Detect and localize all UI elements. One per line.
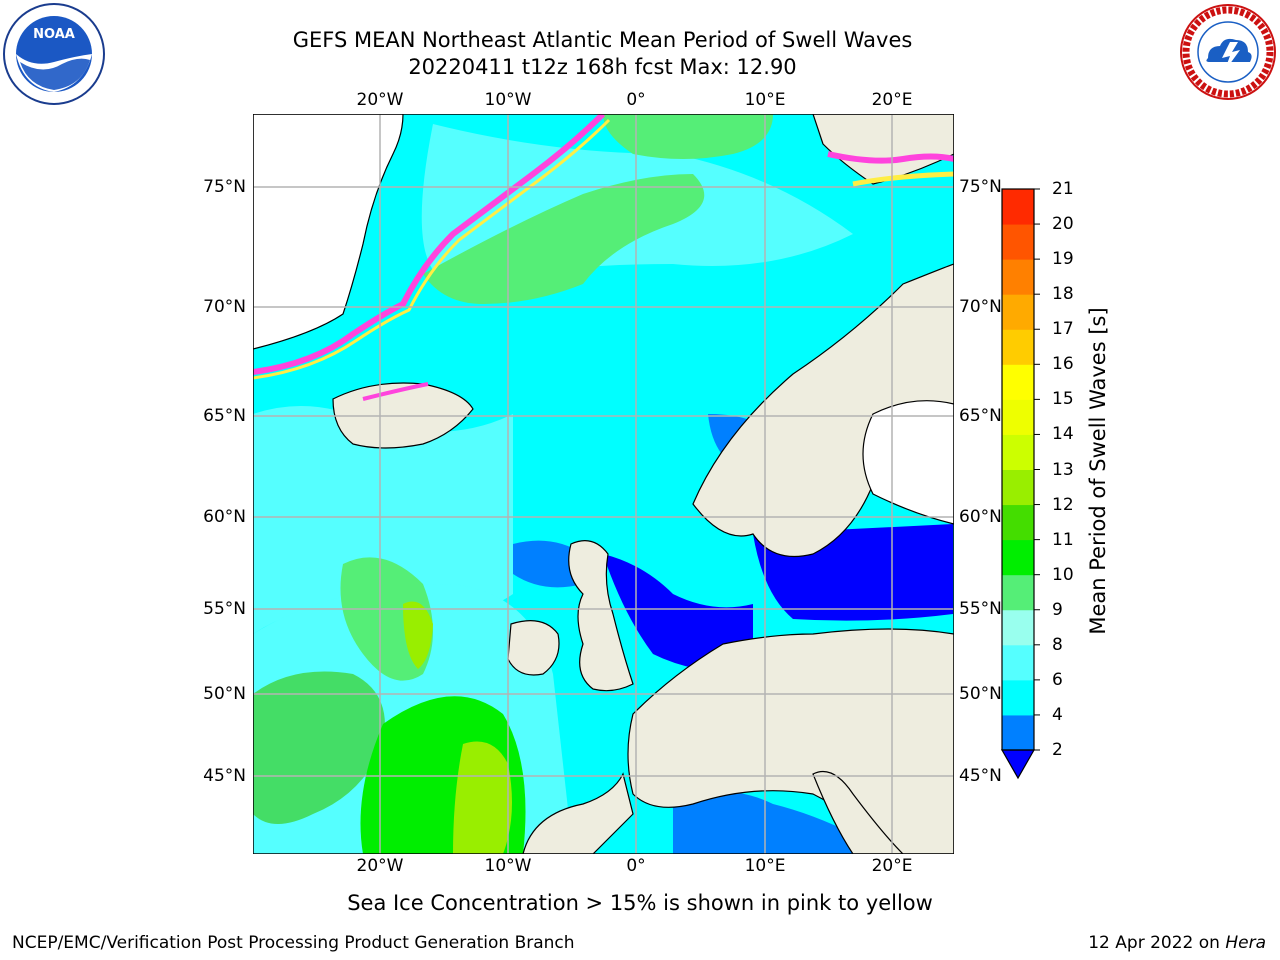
swell-band-11s-west [253,671,385,824]
lat-label-right-70n: 70°N [959,297,1002,317]
greenland-land [253,114,404,350]
colorbar-segment-3 [1002,609,1034,646]
colorbar-segment-10 [1002,364,1034,400]
colorbar-tick-label: 2 [1052,740,1063,760]
lon-label-bottom-10w: 10°W [484,856,532,876]
swell-band-4s-mediterranean [673,790,873,854]
title-line-2: 20220411 t12z 168h fcst Max: 12.90 [408,55,797,79]
colorbar-tick-label: 13 [1052,459,1074,480]
footer-branch: NCEP/EMC/Verification Post Processing Pr… [12,933,575,953]
swell-band-12s-patch [403,601,433,669]
colorbar-tick-label: 17 [1052,319,1074,340]
nws-logo-icon [1180,4,1276,100]
colorbar-tick-label: 8 [1052,634,1063,655]
colorbar-tick-label: 9 [1052,599,1063,620]
colorbar-extend-triangle [1000,749,1036,780]
colorbar-tick-label: 14 [1052,424,1074,445]
colorbar-segment-5 [1002,539,1034,576]
sea-ice-edge-pink [253,114,606,375]
colorbar-segment-11 [1002,329,1034,365]
colorbar-tick-label: 10 [1052,564,1074,585]
lat-label-left-75n: 75°N [203,177,246,197]
colorbar-segment-12 [1002,294,1034,330]
lon-label-top-10e: 10°E [744,90,786,110]
colorbar-tick-label: 12 [1052,494,1074,515]
lat-label-right-60n: 60°N [959,507,1002,527]
lon-label-bottom-10e: 10°E [744,856,786,876]
lat-label-left-50n: 50°N [203,684,246,704]
footer-host: Hera [1225,933,1266,953]
colorbar-segment-0 [1002,714,1034,751]
swell-band-2s-north-sea [603,554,753,674]
ireland-land [507,620,560,676]
colorbar-segment-4 [1002,574,1034,611]
noaa-logo-text: NOAA [33,27,75,42]
colorbar [1000,188,1040,780]
lat-label-right-50n: 50°N [959,684,1002,704]
lon-label-bottom-20e: 20°E [871,856,913,876]
footer-date: 12 Apr 2022 on [1088,933,1226,953]
lat-label-left-70n: 70°N [203,297,246,317]
title-line-1: GEFS MEAN Northeast Atlantic Mean Period… [292,28,913,52]
lon-label-bottom-0: 0° [626,856,646,876]
lat-label-left-60n: 60°N [203,507,246,527]
lon-label-bottom-20w: 20°W [356,856,404,876]
colorbar-segment-6 [1002,504,1034,541]
sea-ice-svalbard-yellow [852,171,954,187]
lat-label-left-45n: 45°N [203,766,246,786]
colorbar-segment-14 [1002,224,1034,260]
colorbar-label: Mean Period of Swell Waves [s] [1086,307,1110,635]
lat-label-left-55n: 55°N [203,599,246,619]
swell-band-8s-west [253,406,513,634]
lat-label-right-55n: 55°N [959,599,1002,619]
colorbar-segment-13 [1002,259,1034,295]
lon-label-top-0: 0° [626,90,646,110]
colorbar-tick-label: 15 [1052,389,1074,410]
swell-band-4s-scotland [513,540,583,588]
iberia-land [522,772,634,854]
colorbar-tick-label: 21 [1052,179,1074,199]
lat-label-left-65n: 65°N [203,406,246,426]
colorbar-segment-7 [1002,469,1034,506]
colorbar-tick-label: 18 [1052,284,1074,305]
swell-band-10s-fram [603,114,773,159]
sea-ice-iceland-pink [362,382,429,401]
colorbar-segment-8 [1002,434,1034,470]
sea-ice-caption: Sea Ice Concentration > 15% is shown in … [347,891,933,915]
colorbar-segment-15 [1002,189,1034,225]
great-britain-land [568,540,634,692]
swell-band-10s-greenland-sea [423,174,705,304]
lon-label-top-20w: 20°W [356,90,404,110]
colorbar-tick-label: 19 [1052,249,1074,270]
colorbar-tick-label: 11 [1052,529,1074,550]
colorbar-tick-label: 6 [1052,669,1063,690]
colorbar-tick-label: 20 [1052,214,1074,235]
swell-period-map [253,114,954,854]
lon-label-top-20e: 20°E [871,90,913,110]
colorbar-segment-1 [1002,679,1034,716]
lat-label-right-45n: 45°N [959,766,1002,786]
footer-date-host: 12 Apr 2022 on Hera [1088,932,1266,954]
sea-ice-svalbard-pink [827,151,954,164]
colorbar-tick-label: 16 [1052,354,1074,375]
colorbar-segment-2 [1002,644,1034,681]
noaa-logo-icon: NOAA [3,3,105,105]
lat-label-right-65n: 65°N [959,406,1002,426]
lon-label-top-10w: 10°W [484,90,532,110]
sea-ice-edge-yellow [253,118,611,380]
colorbar-segment-9 [1002,399,1034,435]
swell-band-12s-max [453,741,512,854]
colorbar-tick-label: 4 [1052,704,1063,725]
gulf-of-bothnia-ice [862,400,954,525]
lat-label-right-75n: 75°N [959,177,1002,197]
